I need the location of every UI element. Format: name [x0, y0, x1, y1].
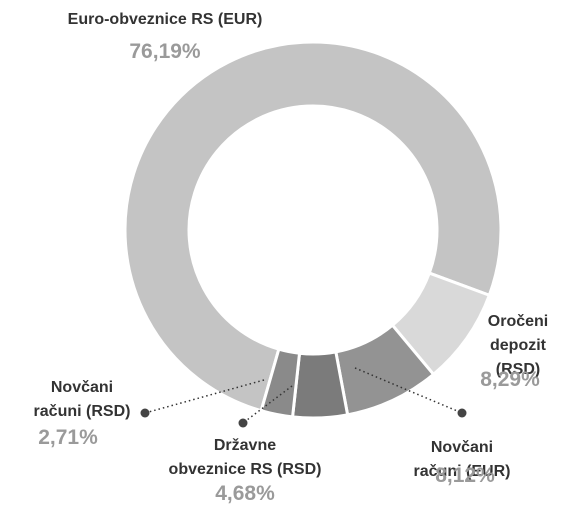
- slice-label: Oročeni depozit (RSD): [487, 313, 549, 378]
- leader-line: [242, 385, 293, 424]
- slice-label: Novčani računi (RSD): [33, 379, 131, 420]
- slice-label: Državne obveznice RS (RSD): [168, 437, 322, 478]
- leader-dot: [457, 408, 467, 418]
- value-label: 4,68%: [215, 482, 275, 505]
- value-label: 76,19%: [129, 40, 201, 63]
- slice: [259, 347, 302, 419]
- value-label: 8,12%: [435, 464, 495, 487]
- value-label: 8,29%: [480, 368, 540, 391]
- leader-line: [354, 367, 463, 414]
- leader-dot: [238, 418, 248, 428]
- slice-label: Euro-obveznice RS (EUR): [67, 11, 263, 28]
- slice-label: Novčani računi (EUR): [413, 439, 511, 480]
- value-label: 2,71%: [38, 426, 98, 449]
- slice: [123, 40, 503, 413]
- leader-dot: [140, 408, 150, 418]
